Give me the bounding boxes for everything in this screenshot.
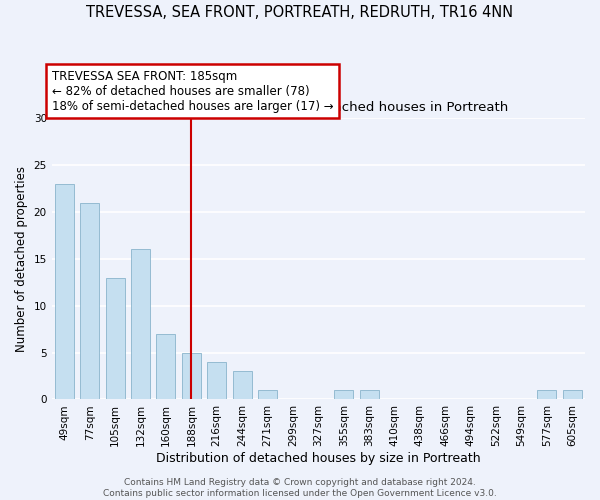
X-axis label: Distribution of detached houses by size in Portreath: Distribution of detached houses by size … [156,452,481,465]
Bar [131,250,150,400]
Bar [538,390,556,400]
Text: TREVESSA, SEA FRONT, PORTREATH, REDRUTH, TR16 4NN: TREVESSA, SEA FRONT, PORTREATH, REDRUTH,… [86,5,514,20]
Bar [106,278,125,400]
Text: Contains HM Land Registry data © Crown copyright and database right 2024.
Contai: Contains HM Land Registry data © Crown c… [103,478,497,498]
Y-axis label: Number of detached properties: Number of detached properties [15,166,28,352]
Bar [233,372,251,400]
Text: TREVESSA SEA FRONT: 185sqm
← 82% of detached houses are smaller (78)
18% of semi: TREVESSA SEA FRONT: 185sqm ← 82% of deta… [52,70,333,112]
Bar [334,390,353,400]
Bar [258,390,277,400]
Bar [55,184,74,400]
Bar [359,390,379,400]
Bar [563,390,582,400]
Bar [207,362,226,400]
Title: Size of property relative to detached houses in Portreath: Size of property relative to detached ho… [129,102,508,114]
Bar [182,352,201,400]
Bar [80,202,99,400]
Bar [157,334,175,400]
